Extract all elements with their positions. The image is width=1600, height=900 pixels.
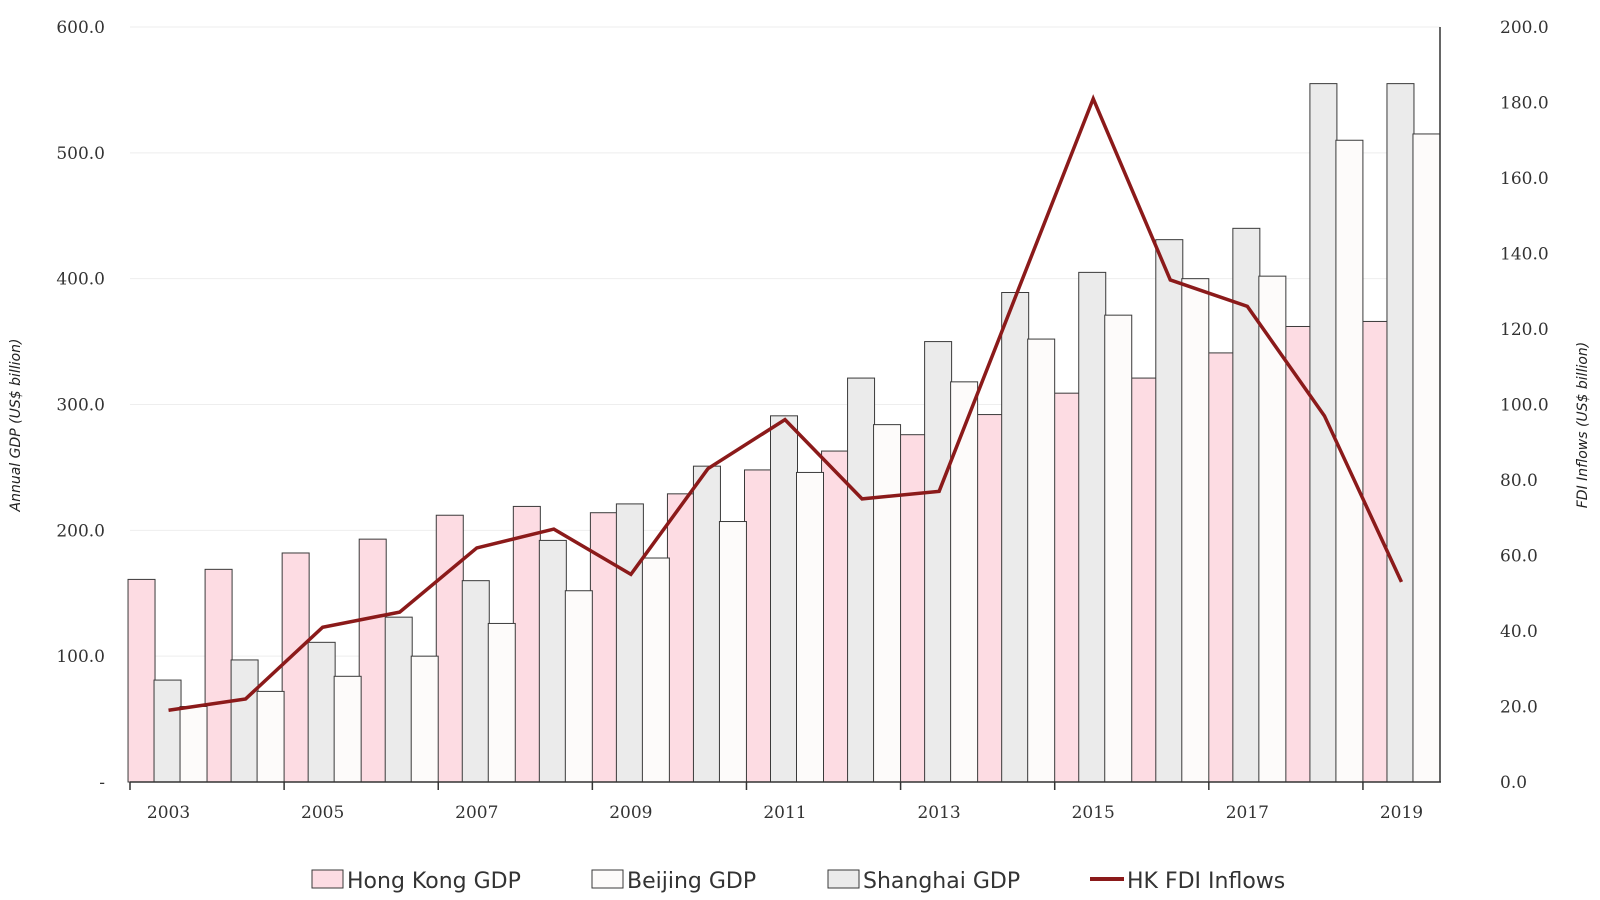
bar-shanghai-gdp-2013 (924, 341, 953, 783)
bar-hong-kong-gdp-2011 (744, 469, 772, 783)
y-right-tick-label-10: 200.0 (1500, 18, 1549, 38)
bar-hong-kong-gdp-2013 (898, 434, 927, 783)
bar-beijing-gdp-2003 (179, 706, 208, 783)
x-tick-label-2013: 2013 (917, 803, 960, 823)
bar-shanghai-gdp-2014 (1001, 292, 1030, 783)
bar-shanghai-gdp-2006 (384, 616, 413, 783)
legend-swatch-hong-kong-gdp (311, 869, 344, 889)
bar-hong-kong-gdp-2008 (512, 505, 541, 783)
bar-shanghai-gdp-2019 (1386, 83, 1415, 783)
bar-hong-kong-gdp-2014 (975, 414, 1004, 783)
legend-label-shanghai-gdp: Shanghai GDP (863, 869, 1020, 894)
bar-hong-kong-gdp-2006 (358, 538, 387, 783)
y-right-tick-label-8: 160.0 (1500, 169, 1549, 189)
fdi-line-series (168, 94, 1404, 713)
tick-labels: - 100.0 200.0 300.0 400.0 500.0 600.0 0.0 20.0 40… (56, 18, 1548, 823)
bar-beijing-gdp-2004 (256, 690, 285, 783)
y-left-tick-label-0: - (99, 773, 105, 793)
bar-shanghai-gdp-2003 (153, 679, 182, 783)
bar-beijing-gdp-2011 (796, 471, 824, 783)
x-tick-label-2007: 2007 (455, 803, 498, 823)
legend-item-hk-fdi-inflows: HK FDI Inflows (1090, 869, 1285, 894)
y-left-tick-label-1: 100.0 (56, 647, 105, 667)
y-right-tick-label-2: 40.0 (1500, 622, 1538, 642)
y-left-tick-label-3: 300.0 (56, 396, 105, 416)
legend-item-shanghai-gdp: Shanghai GDP (827, 869, 1020, 894)
x-tick-label-2015: 2015 (1072, 803, 1115, 823)
legend-label-beijing-gdp: Beijing GDP (627, 869, 756, 894)
bar-hong-kong-gdp-2015 (1052, 392, 1081, 783)
legend-label-hk-fdi-inflows: HK FDI Inflows (1127, 869, 1285, 894)
legend-swatch-shanghai-gdp (827, 869, 860, 889)
y-right-axis-title: FDI Inflows (US$ billion) (1575, 342, 1591, 509)
y-right-tick-label-9: 180.0 (1500, 94, 1549, 114)
bar-beijing-gdp-2017 (1258, 275, 1287, 783)
series-shanghai-gdp (153, 83, 1415, 783)
bar-beijing-gdp-2008 (564, 590, 593, 783)
x-tick-label-2003: 2003 (147, 803, 190, 823)
legend-label-hong-kong-gdp: Hong Kong GDP (347, 869, 521, 894)
bar-beijing-gdp-2012 (873, 424, 902, 783)
bar-hong-kong-gdp-2017 (1206, 352, 1235, 783)
bar-hong-kong-gdp-2012 (821, 450, 850, 783)
bar-beijing-gdp-2013 (950, 381, 979, 783)
bar-beijing-gdp-2015 (1104, 314, 1133, 783)
bar-beijing-gdp-2007 (487, 622, 516, 783)
axes (129, 27, 1441, 790)
x-tick-label-2011: 2011 (763, 803, 806, 823)
bar-shanghai-gdp-2016 (1155, 239, 1184, 783)
bar-shanghai-gdp-2009 (615, 503, 644, 783)
y-left-tick-label-4: 400.0 (56, 270, 105, 290)
bar-beijing-gdp-2019 (1412, 133, 1441, 783)
bar-beijing-gdp-2009 (641, 557, 670, 783)
bar-shanghai-gdp-2004 (230, 659, 259, 783)
bar-hong-kong-gdp-2010 (666, 493, 695, 783)
y-right-tick-label-3: 60.0 (1500, 547, 1538, 567)
bar-shanghai-gdp-2015 (1078, 271, 1107, 783)
bar-series (127, 83, 1441, 783)
y-left-tick-label-6: 600.0 (56, 18, 105, 38)
bar-hong-kong-gdp-2003 (127, 578, 156, 783)
legend: Hong Kong GDP Beijing GDP Shanghai GDP HK F… (311, 869, 1285, 894)
series-beijing-gdp (179, 133, 1441, 783)
bar-hong-kong-gdp-2004 (204, 568, 233, 783)
y-right-tick-label-0: 0.0 (1500, 773, 1527, 793)
y-right-tick-label-5: 100.0 (1500, 396, 1549, 416)
y-left-axis-title: Annual GDP (US$ billion) (8, 339, 24, 513)
y-right-tick-label-7: 140.0 (1500, 245, 1549, 265)
y-right-tick-label-4: 80.0 (1500, 471, 1538, 491)
bar-shanghai-gdp-2008 (538, 539, 567, 783)
bar-beijing-gdp-2010 (718, 521, 747, 783)
bar-shanghai-gdp-2007 (461, 580, 490, 783)
bar-shanghai-gdp-2012 (847, 377, 876, 783)
legend-item-beijing-gdp: Beijing GDP (591, 869, 756, 894)
y-right-tick-label-6: 120.0 (1500, 320, 1549, 340)
bar-shanghai-gdp-2010 (692, 465, 721, 783)
legend-swatch-beijing-gdp (591, 869, 624, 889)
bar-beijing-gdp-2005 (333, 675, 362, 783)
bar-hong-kong-gdp-2016 (1129, 377, 1158, 783)
bar-beijing-gdp-2016 (1181, 278, 1210, 783)
y-left-tick-label-5: 500.0 (56, 144, 105, 164)
y-left-tick-label-2: 200.0 (56, 521, 105, 541)
bar-hong-kong-gdp-2007 (435, 514, 464, 783)
bar-hong-kong-gdp-2018 (1283, 325, 1312, 783)
y-right-tick-label-1: 20.0 (1500, 698, 1538, 718)
bar-beijing-gdp-2018 (1335, 139, 1364, 783)
x-tick-label-2017: 2017 (1226, 803, 1269, 823)
x-tick-label-2009: 2009 (609, 803, 652, 823)
x-tick-label-2005: 2005 (301, 803, 344, 823)
bar-hong-kong-gdp-2005 (281, 552, 310, 783)
bar-shanghai-gdp-2017 (1232, 227, 1261, 783)
bar-beijing-gdp-2006 (410, 655, 439, 783)
bar-shanghai-gdp-2011 (770, 415, 798, 783)
legend-item-hong-kong-gdp: Hong Kong GDP (311, 869, 521, 894)
bar-shanghai-gdp-2005 (307, 641, 336, 783)
x-tick-label-2019: 2019 (1380, 803, 1423, 823)
bar-beijing-gdp-2014 (1027, 338, 1056, 783)
bar-hong-kong-gdp-2019 (1360, 320, 1389, 783)
